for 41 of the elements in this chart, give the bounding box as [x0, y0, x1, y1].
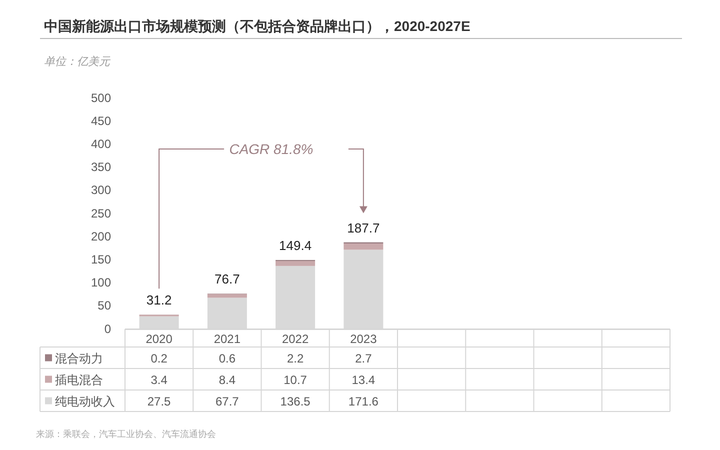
- total-label: 76.7: [214, 272, 240, 287]
- legend-label: 混合动力: [55, 351, 103, 366]
- legend-label: 插电混合: [55, 372, 103, 387]
- total-label: 187.7: [347, 220, 380, 236]
- total-label: 149.4: [279, 238, 312, 253]
- data-label: 3.4: [150, 372, 168, 387]
- data-label: 10.7: [284, 372, 308, 387]
- bar: [207, 294, 247, 298]
- y-tick-label: 100: [90, 276, 112, 290]
- legend-label: 纯电动收入: [55, 394, 115, 408]
- y-tick-label: 450: [90, 114, 112, 128]
- data-label: 0.6: [218, 351, 236, 366]
- data-label: 67.7: [216, 394, 240, 408]
- y-tick-label: 50: [98, 298, 112, 313]
- x-tick-label: 2021: [214, 332, 241, 346]
- y-tick-label: 500: [90, 90, 112, 105]
- data-label: 136.5: [280, 394, 311, 408]
- data-label: 171.6: [348, 394, 379, 408]
- source-note: 来源：乘联会，汽车工业协会、汽车流通协会: [36, 429, 216, 439]
- annotation: CAGR 81.8%: [229, 141, 314, 157]
- y-tick-label: 300: [90, 183, 112, 198]
- y-tick-label: 200: [90, 229, 112, 244]
- data-label: 13.4: [352, 372, 376, 387]
- chart-title: 中国新能源出口市场规模预测（不包括合资品牌出口），2020-2027E: [44, 18, 470, 34]
- y-tick-label: 350: [90, 160, 112, 174]
- data-label: 0.2: [150, 351, 168, 366]
- total-label: 31.2: [146, 292, 172, 308]
- y-tick-label: 150: [90, 252, 112, 267]
- y-tick-label: 400: [90, 137, 112, 152]
- x-tick-label: 2023: [350, 332, 378, 346]
- data-label: 27.5: [147, 394, 172, 408]
- x-tick-label: 2022: [282, 332, 309, 346]
- data-label: 2.2: [286, 351, 304, 366]
- bar: [276, 260, 316, 266]
- y-tick-label: 250: [90, 206, 112, 220]
- data-label: 8.4: [218, 372, 236, 387]
- y-tick-label: 0: [104, 322, 112, 336]
- x-tick-label: 2020: [146, 332, 173, 346]
- bar: [344, 244, 384, 250]
- data-label: 2.7: [355, 351, 372, 366]
- chart-subtitle: 单位：亿美元: [44, 55, 111, 68]
